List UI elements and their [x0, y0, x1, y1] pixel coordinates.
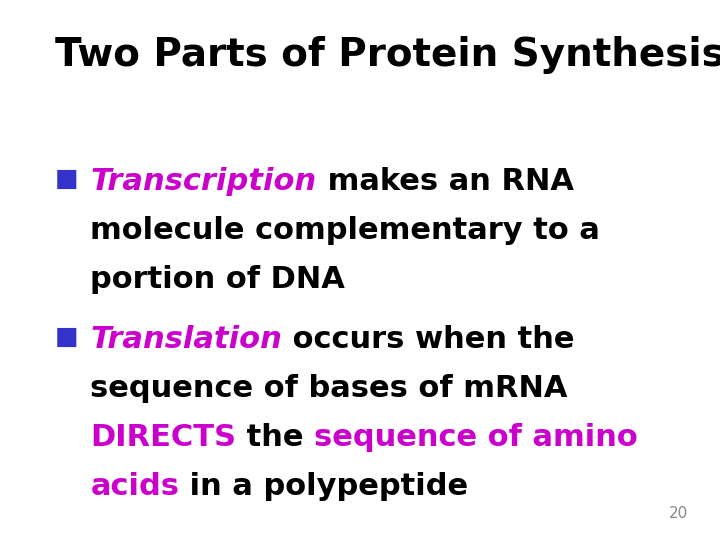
Text: Translation: Translation — [90, 325, 282, 354]
Text: makes an RNA: makes an RNA — [317, 167, 574, 197]
Text: Transcription: Transcription — [90, 167, 317, 197]
Text: Two Parts of Protein Synthesis: Two Parts of Protein Synthesis — [55, 36, 720, 74]
Text: sequence of amino: sequence of amino — [315, 423, 638, 452]
Text: portion of DNA: portion of DNA — [90, 265, 345, 294]
Text: 20: 20 — [669, 507, 688, 522]
Text: ■: ■ — [55, 325, 78, 349]
Text: in a polypeptide: in a polypeptide — [179, 472, 469, 501]
Text: occurs when the: occurs when the — [282, 325, 575, 354]
Text: the: the — [236, 423, 315, 452]
Text: DIRECTS: DIRECTS — [90, 423, 236, 452]
Text: ■: ■ — [55, 167, 78, 191]
Text: molecule complementary to a: molecule complementary to a — [90, 217, 600, 245]
Text: acids: acids — [90, 472, 179, 501]
Text: sequence of bases of mRNA: sequence of bases of mRNA — [90, 374, 568, 403]
